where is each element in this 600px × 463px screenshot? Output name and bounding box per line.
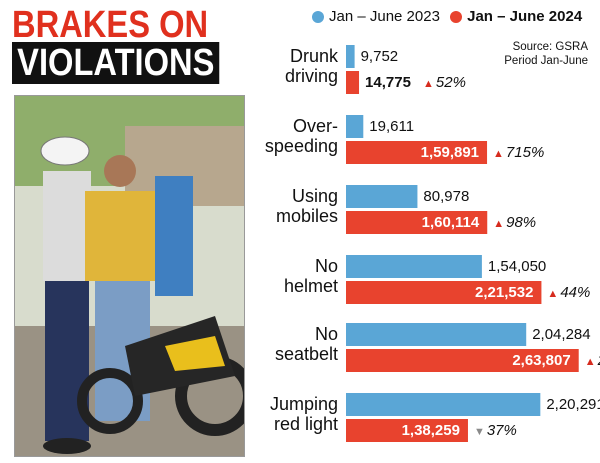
legend-item-2024: Jan – June 2024: [450, 8, 582, 25]
category-label-line: Using: [291, 186, 338, 206]
change-label-no-helmet: ▲ 44%: [547, 284, 590, 301]
category-label-line: No: [314, 256, 338, 276]
change-value: 52%: [435, 74, 466, 91]
value-label-2023-no-helmet: 1,54,050: [487, 258, 547, 275]
source-line1: Source: GSRA: [512, 41, 588, 53]
up-triangle-icon: ▲: [493, 218, 505, 230]
value-label-2023-no-seatbelt: 2,04,284: [532, 326, 591, 343]
change-label-using-mobiles: ▲ 98%: [493, 214, 536, 231]
category-label-line: Jumping: [269, 394, 338, 414]
category-label-line: helmet: [283, 276, 338, 296]
up-triangle-icon: ▲: [493, 148, 504, 160]
change-value: 37%: [486, 422, 517, 439]
bar-2023-jumping-red-light: [346, 393, 541, 416]
value-label-2024-no-helmet: 2,21,532: [475, 284, 534, 301]
value-label-2023-using-mobiles: 80,978: [423, 188, 470, 205]
headline-line1: BRAKES ON: [12, 4, 209, 46]
category-label-over-speeding: Over-speeding: [218, 116, 338, 156]
legend-2023-dot-icon: [312, 10, 324, 23]
change-value: 29%: [598, 352, 600, 369]
chart-legend: Jan – June 2023 Jan – June 2024: [312, 8, 588, 27]
category-label-line: Over-: [293, 116, 338, 136]
headline-line2: VIOLATIONS: [12, 42, 220, 84]
legend-2024-label: Jan – June 2024: [467, 8, 583, 25]
value-label-2023-over-speeding: 19,611: [369, 118, 415, 135]
bar-2023-drunk-driving: [346, 45, 355, 68]
up-triangle-icon: ▲: [547, 288, 559, 300]
change-value: 98%: [506, 214, 537, 231]
source-note: Source: GSRA Period Jan-June: [504, 40, 588, 68]
category-label-using-mobiles: Using mobiles: [218, 186, 338, 226]
legend-item-2023: Jan – June 2023: [312, 8, 440, 25]
bar-2023-no-seatbelt: [346, 323, 527, 346]
down-triangle-icon: ▼: [473, 426, 485, 438]
bar-2023-no-helmet: [346, 255, 482, 278]
category-label-line: driving: [284, 66, 338, 86]
value-label-2023-drunk-driving: 9,752: [360, 48, 399, 65]
category-label-line: red light: [273, 414, 338, 434]
value-label-2024-no-seatbelt: 2,63,807: [512, 352, 571, 369]
legend-2024-dot-icon: [450, 10, 463, 23]
category-label-line: Drunk: [289, 46, 338, 66]
category-label-drunk-driving: Drunk driving: [218, 46, 338, 86]
category-label-line: speeding: [264, 136, 338, 156]
legend-2023-label: Jan – June 2023: [329, 8, 440, 25]
value-label-2024-jumping-red-light: 1,38,259: [401, 422, 460, 439]
value-label-2024-over-speeding: 1,59,891: [420, 144, 480, 161]
bar-2023-using-mobiles: [346, 185, 418, 208]
value-label-2024-drunk-driving: 14,775: [365, 74, 411, 91]
bar-2024-drunk-driving: [346, 71, 360, 94]
category-label-no-helmet: No helmet: [218, 256, 338, 296]
change-label-no-seatbelt: ▲29%: [585, 352, 600, 369]
change-label-jumping-red-light: ▼ 37%: [474, 422, 517, 439]
value-label-2023-jumping-red-light: 2,20,291: [546, 396, 600, 413]
change-value: 44%: [560, 284, 591, 301]
change-label-over-speeding: ▲ 715%: [493, 144, 544, 161]
change-label-drunk-driving: ▲ 52%: [423, 74, 466, 91]
category-label-no-seatbelt: No seatbelt: [218, 324, 338, 364]
up-triangle-icon: ▲: [423, 78, 434, 90]
bar-2023-over-speeding: [346, 115, 364, 138]
category-label-line: No: [314, 324, 338, 344]
value-label-2024-using-mobiles: 1,60,114: [421, 214, 480, 231]
category-label-line: mobiles: [275, 206, 338, 226]
source-line2: Period Jan-June: [504, 55, 588, 67]
headline: BRAKES ON VIOLATIONS: [12, 4, 253, 84]
category-label-line: seatbelt: [274, 344, 338, 364]
change-value: 715%: [505, 144, 545, 161]
up-triangle-icon: ▲: [584, 356, 596, 368]
photo-illustration: [15, 96, 244, 456]
category-label-jumping-red-light: Jumping red light: [218, 394, 338, 434]
traffic-police-photo: [14, 95, 245, 457]
